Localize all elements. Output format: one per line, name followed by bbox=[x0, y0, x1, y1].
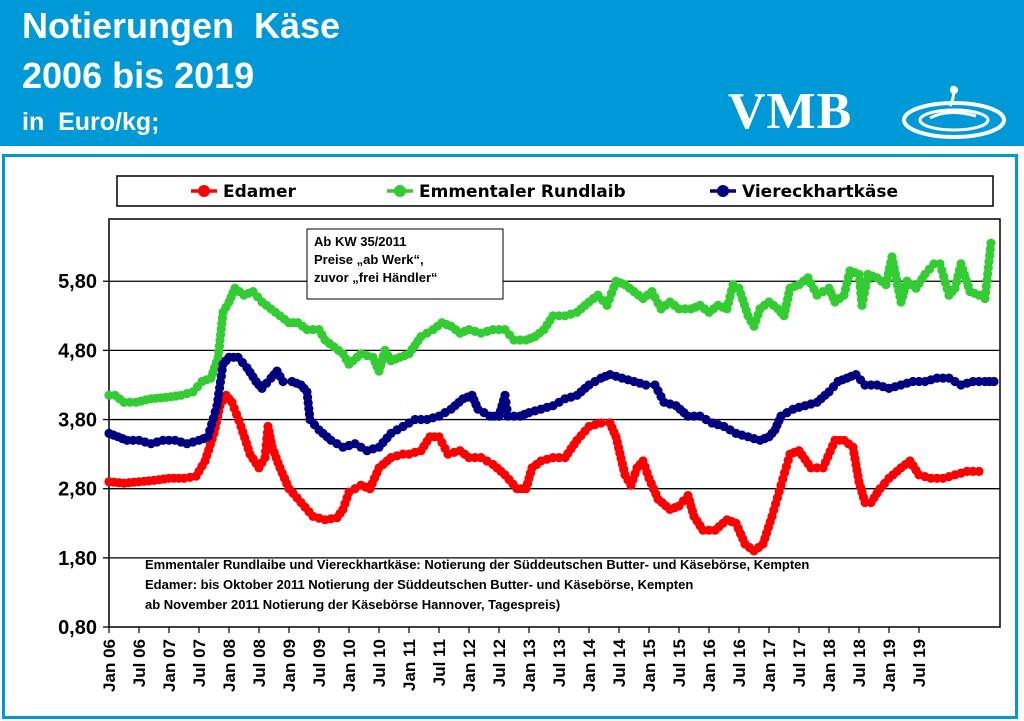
data-point bbox=[502, 404, 512, 414]
annotation-box: Ab KW 35/2011 Preise „ab Werk“, zuvor „fre… bbox=[306, 228, 504, 300]
x-tick-label: Jul 18 bbox=[850, 639, 869, 687]
data-point bbox=[501, 397, 511, 407]
page-title: Notierungen Käse bbox=[22, 5, 341, 46]
note-line: Edamer: bis Oktober 2011 Notierung der S… bbox=[145, 577, 693, 592]
y-tick-label: 1,80 bbox=[58, 548, 97, 570]
x-tick-label: Jul 06 bbox=[130, 639, 149, 687]
x-tick-label: Jan 16 bbox=[700, 639, 719, 692]
series-Edamer bbox=[104, 390, 984, 556]
x-tick-label: Jul 11 bbox=[430, 639, 449, 686]
data-point bbox=[974, 466, 984, 477]
y-tick-label: 4,80 bbox=[58, 340, 97, 362]
x-tick-label: Jul 15 bbox=[670, 639, 689, 687]
x-tick-label: Jan 10 bbox=[340, 639, 359, 692]
data-point bbox=[989, 376, 999, 387]
legend-label: Emmentaler Rundlaib bbox=[419, 182, 626, 202]
y-tick-label: 3,80 bbox=[58, 410, 97, 432]
annotation-line: zuvor „frei Händler“ bbox=[314, 270, 438, 285]
legend: Edamer Emmentaler Rundlaib Viereckhartkäse bbox=[116, 175, 994, 207]
note-line: Emmentaler Rundlaibe und Viereckhartkäse… bbox=[145, 557, 809, 572]
vmb-logo: VMB bbox=[728, 84, 1010, 142]
x-tick-label: Jul 17 bbox=[790, 639, 809, 687]
legend-box bbox=[116, 175, 994, 207]
chart: 0,801,802,803,804,805,80 Jan 06 Jul 06 Jan… bbox=[58, 175, 1001, 692]
logo-text: VMB bbox=[728, 83, 853, 140]
series-lines bbox=[104, 238, 999, 556]
page-subtitle: 2006 bis 2019 bbox=[22, 55, 255, 96]
data-point bbox=[596, 418, 606, 428]
note-line: ab November 2011 Notierung der Käsebörse… bbox=[145, 597, 560, 612]
x-tick-label: Jul 19 bbox=[910, 639, 929, 687]
x-tick-label: Jan 18 bbox=[820, 639, 839, 692]
x-tick-label: Jul 13 bbox=[550, 639, 569, 687]
annotation-line: Preise „ab Werk“, bbox=[314, 252, 424, 267]
x-tick-label: Jul 14 bbox=[610, 638, 629, 687]
x-tick-label: Jan 07 bbox=[160, 639, 179, 692]
legend-marker bbox=[717, 185, 729, 197]
y-tick-label: 5,80 bbox=[58, 271, 97, 293]
data-point bbox=[986, 238, 996, 248]
unit-label: in Euro/kg; bbox=[22, 108, 160, 136]
chart-frame: 0,80 1,80 2,80 3,80 4,80 5,80 Jan 06 Jul 06 Jan… bbox=[2, 154, 1018, 719]
x-tick-label: Jul 08 bbox=[250, 639, 269, 687]
x-tick-label: Jan 08 bbox=[220, 639, 239, 692]
x-tick-label: Jan 06 bbox=[100, 639, 119, 692]
gridlines bbox=[109, 280, 1000, 559]
y-tick-label: 2,80 bbox=[58, 479, 97, 501]
x-tick-label: Jul 16 bbox=[730, 639, 749, 687]
series-Emmentaler Rundlaib bbox=[104, 238, 996, 407]
x-tick-label: Jan 11 bbox=[400, 639, 419, 691]
annotation-line: Ab KW 35/2011 bbox=[314, 234, 407, 249]
data-point bbox=[500, 390, 510, 400]
x-tick-label: Jan 12 bbox=[460, 639, 479, 692]
x-axis-ticks: Jan 06 Jul 06 Jan 07 Jul 07 Jan 08 Jul 08 Jan … bbox=[100, 627, 929, 692]
legend-marker bbox=[198, 185, 210, 197]
y-tick-label: 0,80 bbox=[58, 617, 97, 639]
data-point bbox=[278, 376, 288, 387]
x-tick-label: Jan 13 bbox=[520, 639, 539, 692]
x-tick-label: Jul 09 bbox=[310, 639, 329, 687]
x-tick-label: Jan 19 bbox=[880, 639, 899, 692]
x-tick-label: Jan 17 bbox=[760, 639, 779, 692]
source-notes: Emmentaler Rundlaibe und Viereckhartkäse… bbox=[145, 557, 809, 612]
logo-swirl-icon bbox=[902, 85, 1006, 139]
x-tick-label: Jan 09 bbox=[280, 639, 299, 692]
y-axis-ticks: 0,80 1,80 2,80 3,80 4,80 5,80 bbox=[58, 271, 109, 639]
x-tick-label: Jul 10 bbox=[370, 639, 389, 687]
x-tick-label: Jan 15 bbox=[640, 639, 659, 692]
header-banner: Notierungen Käse 2006 bis 2019 in Euro/k… bbox=[0, 0, 1024, 146]
x-tick-label: Jul 12 bbox=[490, 639, 509, 687]
legend-marker bbox=[394, 185, 406, 197]
plot-area bbox=[108, 218, 1001, 628]
plot-border bbox=[108, 218, 1001, 628]
x-tick-label: Jan 14 bbox=[580, 638, 599, 691]
annotation-frame bbox=[306, 228, 504, 300]
legend-label: Viereckhartkäse bbox=[742, 182, 898, 202]
data-point bbox=[641, 380, 651, 390]
legend-label: Edamer bbox=[223, 182, 296, 202]
series-Viereckhartkäse bbox=[104, 352, 999, 456]
x-tick-label: Jul 07 bbox=[190, 639, 209, 687]
